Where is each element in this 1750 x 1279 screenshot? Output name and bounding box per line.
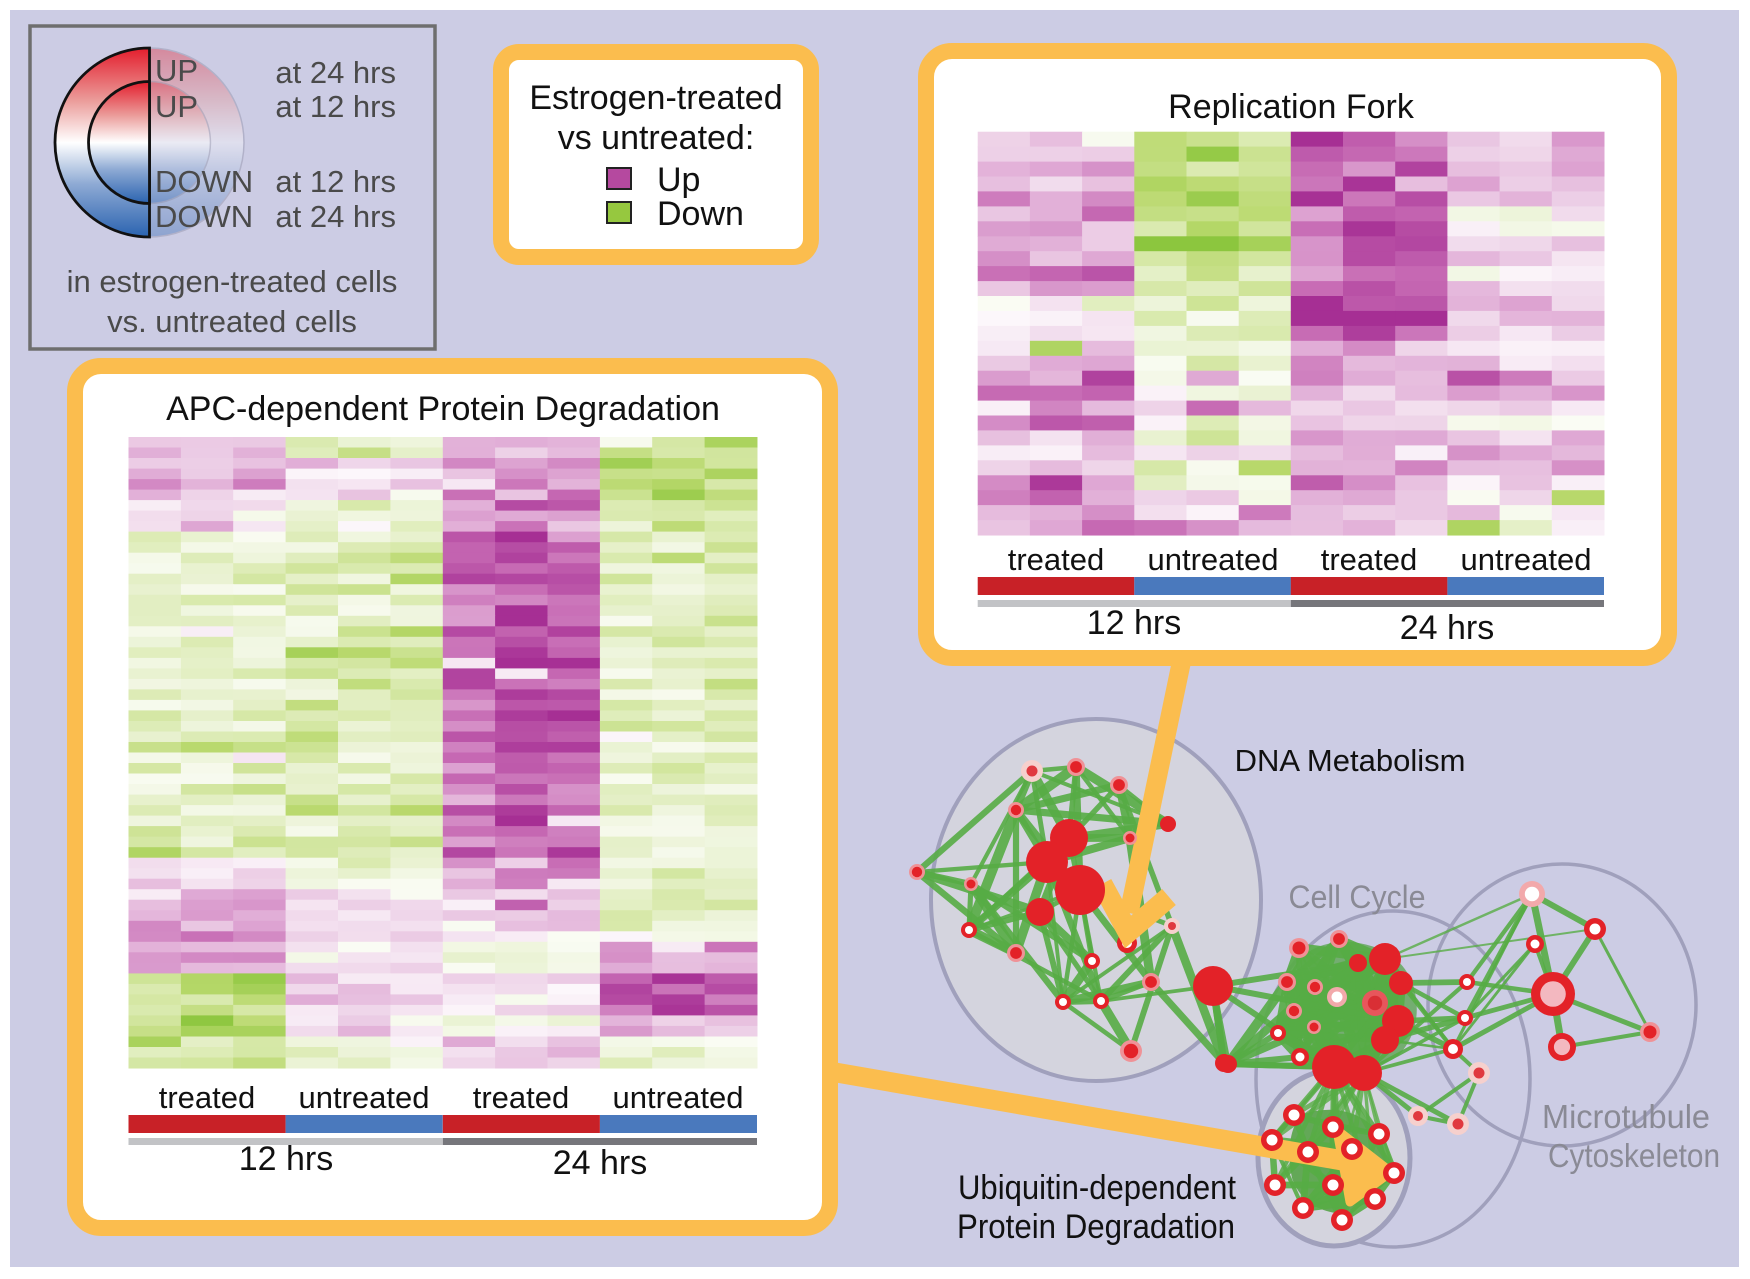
svg-text:treated: treated: [1321, 542, 1418, 577]
svg-text:APC-dependent Protein Degradat: APC-dependent Protein Degradation: [166, 390, 720, 428]
svg-text:at 12 hrs: at 12 hrs: [275, 164, 396, 199]
svg-text:DNA Metabolism: DNA Metabolism: [1235, 743, 1466, 778]
svg-text:at 24 hrs: at 24 hrs: [275, 199, 396, 234]
svg-text:Up: Up: [657, 161, 700, 199]
svg-text:Cytoskeleton: Cytoskeleton: [1548, 1137, 1720, 1174]
svg-text:UP: UP: [155, 53, 198, 88]
svg-text:untreated: untreated: [613, 1080, 744, 1115]
svg-text:DOWN: DOWN: [155, 199, 253, 234]
svg-text:untreated: untreated: [299, 1080, 430, 1115]
svg-text:12 hrs: 12 hrs: [1087, 604, 1182, 642]
svg-text:untreated: untreated: [1461, 542, 1592, 577]
svg-text:Protein Degradation: Protein Degradation: [957, 1208, 1235, 1246]
svg-text:in estrogen-treated cells: in estrogen-treated cells: [67, 264, 398, 299]
svg-text:Replication Fork: Replication Fork: [1168, 88, 1415, 126]
svg-text:untreated: untreated: [1148, 542, 1279, 577]
svg-text:Microtubule: Microtubule: [1542, 1098, 1710, 1135]
svg-text:treated: treated: [159, 1080, 256, 1115]
svg-text:vs. untreated cells: vs. untreated cells: [107, 304, 357, 339]
svg-text:UP: UP: [155, 89, 198, 124]
svg-text:Cell Cycle: Cell Cycle: [1289, 879, 1426, 915]
svg-text:12 hrs: 12 hrs: [239, 1140, 334, 1178]
svg-text:Estrogen-treated: Estrogen-treated: [529, 79, 782, 117]
svg-text:Ubiquitin-dependent: Ubiquitin-dependent: [958, 1169, 1237, 1207]
svg-text:treated: treated: [1008, 542, 1105, 577]
svg-text:24 hrs: 24 hrs: [553, 1144, 648, 1182]
svg-text:Down: Down: [657, 195, 744, 233]
svg-text:at 24 hrs: at 24 hrs: [275, 55, 396, 90]
svg-text:DOWN: DOWN: [155, 164, 253, 199]
svg-text:treated: treated: [473, 1080, 570, 1115]
svg-text:vs untreated:: vs untreated:: [558, 119, 755, 157]
svg-text:24 hrs: 24 hrs: [1400, 609, 1495, 647]
svg-text:at 12 hrs: at 12 hrs: [275, 89, 396, 124]
